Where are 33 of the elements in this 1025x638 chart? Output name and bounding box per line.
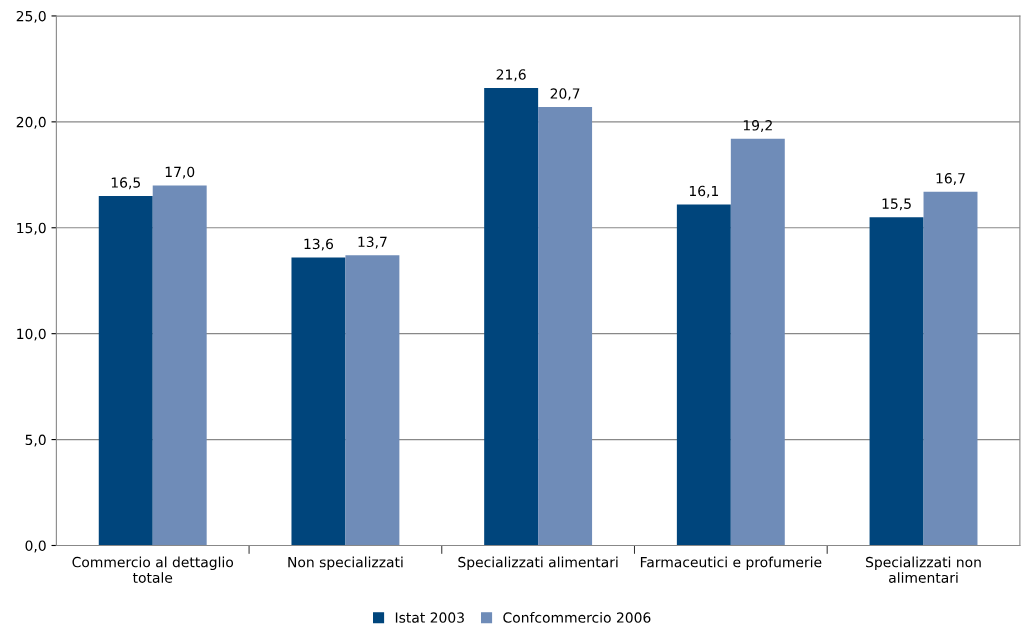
data-label: 21,6	[496, 69, 526, 82]
bar	[291, 257, 346, 546]
y-tick-label: 15,0	[17, 222, 46, 235]
data-label: 16,1	[689, 185, 719, 198]
bar	[730, 138, 785, 546]
x-tick-label: Commercio al dettaglio totale	[72, 556, 234, 583]
data-label: 13,7	[358, 236, 387, 249]
y-tick-label: 10,0	[17, 328, 46, 341]
legend-label: Istat 2003	[395, 612, 464, 623]
x-tick-label: Non specializzati	[288, 556, 403, 571]
data-label: 15,5	[882, 198, 911, 211]
y-tick-label: 0,0	[25, 540, 46, 553]
x-tick-label: Specializzati alimentari	[458, 556, 618, 571]
data-label: 20,7	[550, 88, 580, 101]
bar	[98, 195, 153, 546]
y-tick-label: 5,0	[25, 434, 46, 447]
bar	[869, 217, 924, 546]
legend-label: Confcommercio 2006	[503, 612, 651, 623]
data-label: 13,6	[304, 238, 334, 251]
data-label: 17,0	[165, 166, 195, 179]
bar	[484, 87, 539, 546]
bar	[152, 185, 207, 546]
data-label: 16,5	[111, 177, 140, 190]
x-tick-label: Specializzati non alimentari	[866, 556, 981, 583]
bar	[538, 107, 593, 546]
data-label: 19,2	[743, 120, 772, 132]
y-tick-label: 20,0	[16, 116, 46, 129]
data-label: 16,7	[936, 173, 965, 185]
y-tick-label: 25,0	[16, 10, 46, 23]
bar	[345, 255, 400, 546]
bar	[923, 191, 978, 546]
bar	[676, 204, 731, 546]
x-tick-label: Farmaceutici e profumerie	[640, 556, 822, 571]
